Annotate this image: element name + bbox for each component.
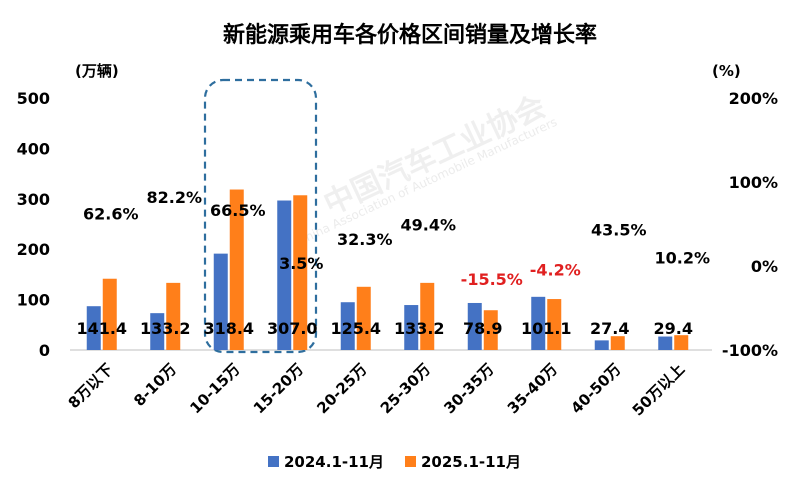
bar-2024 [594, 340, 609, 350]
bar-2025 [166, 282, 181, 350]
growth-label: 3.5% [279, 254, 323, 273]
bar-2025 [356, 286, 371, 350]
bar-2024 [86, 306, 101, 350]
y-tick-label: 100 [17, 291, 50, 310]
bar-2024 [213, 253, 228, 350]
x-axis-categories: 8万以下 8-10万 10-15万 15-20万 20-25万 25-30万 30-35万 3… [65, 360, 688, 419]
y-tick-label: 400 [17, 139, 50, 158]
bar-2025 [293, 195, 308, 350]
x-category-label: 25-30万 [377, 360, 434, 417]
legend: 2024.1-11月 2025.1-11月 [268, 453, 521, 471]
bar-2025 [102, 278, 117, 350]
bar-2024 [150, 313, 165, 350]
bar-2024 [277, 200, 292, 350]
value-label: 125.4 [330, 319, 381, 338]
growth-label: 32.3% [337, 230, 393, 249]
y2-axis-label: (%) [712, 62, 741, 80]
x-category-label: 40-50万 [567, 360, 624, 417]
x-category-label: 15-20万 [250, 360, 307, 417]
value-label: 78.9 [463, 319, 502, 338]
bars [86, 189, 689, 350]
legend-swatch-2024 [268, 456, 279, 467]
growth-label: 49.4% [400, 216, 456, 235]
value-label: 141.4 [76, 319, 127, 338]
y-axis-label: (万辆) [75, 62, 119, 80]
value-label: 133.2 [140, 319, 191, 338]
y-tick-label: 500 [17, 89, 50, 108]
x-category-label: 50万以上 [629, 360, 688, 419]
value-label: 318.4 [203, 319, 254, 338]
bar-2025 [420, 282, 435, 350]
x-category-label: 30-35万 [440, 360, 497, 417]
bar-2025 [483, 310, 498, 350]
highlight-box [203, 78, 318, 354]
growth-labels: 62.6% 82.2% 66.5% 3.5% 32.3% 49.4% -15.5% -4.2%… [83, 188, 710, 289]
bar-2025 [229, 189, 244, 350]
bar-2024 [404, 305, 419, 350]
growth-label: -15.5% [461, 270, 523, 289]
growth-label: 82.2% [146, 188, 202, 207]
value-label: 29.4 [654, 319, 693, 338]
value-label: 27.4 [590, 319, 629, 338]
growth-label: 66.5% [210, 201, 266, 220]
value-labels: 141.4 133.2 318.4 307.0 125.4 133.2 78.9 101.1 2… [76, 319, 693, 338]
y-axis-ticks: 0 100 200 300 400 500 [17, 89, 50, 360]
y-tick-label: 0 [39, 341, 50, 360]
y2-tick-label: 200% [729, 89, 778, 108]
y2-tick-label: 100% [729, 173, 778, 192]
x-category-label: 10-15万 [186, 360, 243, 417]
bar-2024 [340, 302, 355, 350]
x-category-label: 35-40万 [504, 360, 561, 417]
legend-swatch-2025 [405, 456, 416, 467]
watermark-main: 中国汽车工业协会 [319, 89, 551, 222]
y2-tick-label: -100% [722, 341, 778, 360]
value-label: 133.2 [394, 319, 445, 338]
value-label: 307.0 [267, 319, 318, 338]
y2-tick-label: 0% [751, 257, 778, 276]
chart-title: 新能源乘用车各价格区间销量及增长率 [223, 22, 597, 48]
bar-2024 [658, 336, 673, 350]
legend-label-2025: 2025.1-11月 [421, 453, 521, 471]
legend-label-2024: 2024.1-11月 [284, 453, 384, 471]
growth-label: -4.2% [530, 261, 581, 280]
value-label: 101.1 [521, 319, 572, 338]
bar-2025 [610, 336, 625, 350]
y-tick-label: 200 [17, 240, 50, 259]
growth-label: 10.2% [654, 248, 710, 267]
x-category-label: 8-10万 [130, 360, 180, 410]
x-category-label: 8万以下 [65, 360, 117, 412]
bar-2024 [467, 302, 482, 350]
bar-2024 [531, 296, 546, 350]
y-tick-label: 300 [17, 190, 50, 209]
bar-2025 [547, 299, 562, 350]
growth-label: 62.6% [83, 204, 139, 223]
y2-axis-ticks: -100% 0% 100% 200% [722, 89, 778, 360]
growth-label: 43.5% [591, 220, 647, 239]
bar-2025 [674, 335, 689, 350]
x-category-label: 20-25万 [313, 360, 370, 417]
